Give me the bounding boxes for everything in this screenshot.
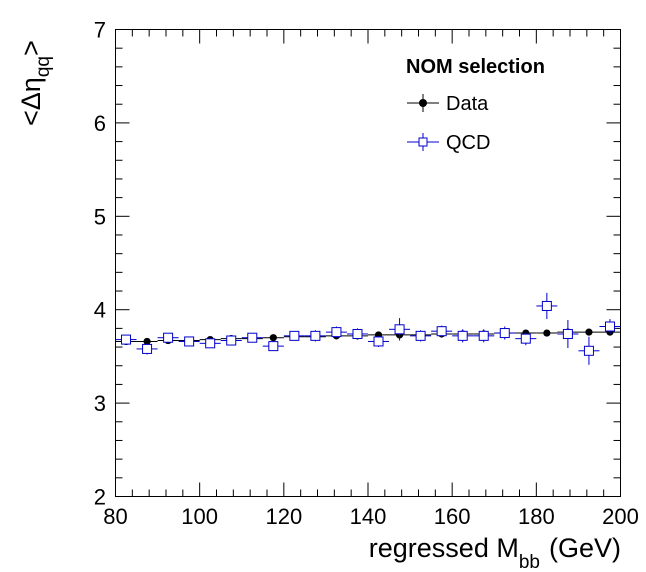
legend: NOM selection Data QCD <box>406 56 545 154</box>
legend-data-label: Data <box>446 93 489 115</box>
series-qcd <box>115 292 621 365</box>
qcd-marker <box>184 336 195 347</box>
data-point <box>262 334 284 342</box>
series-layer <box>115 292 621 365</box>
qcd-point <box>199 338 221 349</box>
qcd-point <box>346 328 368 340</box>
qcd-point <box>368 335 390 348</box>
qcd-point <box>431 325 453 337</box>
y-tick-labels: 2 3 4 5 6 7 <box>94 18 106 510</box>
y-axis-label-close: > <box>16 40 46 56</box>
qcd-marker <box>205 338 216 349</box>
qcd-marker <box>394 324 405 335</box>
x-tick-label-140: 140 <box>350 504 387 529</box>
legend-qcd-marker <box>418 137 428 147</box>
qcd-marker <box>289 330 300 341</box>
qcd-marker <box>247 332 258 343</box>
qcd-point <box>389 318 411 341</box>
x-tick-label-200: 200 <box>602 504 639 529</box>
y-tick-label-2: 2 <box>94 485 106 510</box>
y-tick-label-3: 3 <box>94 391 106 416</box>
qcd-point <box>115 334 137 345</box>
legend-entry-qcd: QCD <box>407 132 490 154</box>
qcd-marker <box>415 330 426 341</box>
qcd-marker <box>457 330 468 341</box>
x-tick-label-120: 120 <box>265 504 302 529</box>
x-axis-label-sub: bb <box>519 552 540 572</box>
qcd-point <box>515 332 537 346</box>
data-point <box>136 337 158 346</box>
x-axis-label-unit: (GeV) <box>549 533 621 563</box>
axis-ticks <box>115 29 621 497</box>
qcd-point <box>452 329 474 343</box>
data-marker <box>269 334 277 342</box>
qcd-point <box>304 330 326 342</box>
qcd-point <box>157 332 179 343</box>
qcd-marker <box>436 326 447 337</box>
y-axis-label-sub: qq <box>33 56 54 77</box>
qcd-marker <box>520 333 531 344</box>
x-tick-labels: 80 100 120 140 160 180 200 <box>103 504 639 529</box>
legend-title: NOM selection <box>406 56 545 78</box>
qcd-marker <box>499 328 510 339</box>
qcd-marker <box>373 336 384 347</box>
data-point <box>536 329 558 337</box>
y-tick-label-4: 4 <box>94 298 106 323</box>
qcd-marker <box>604 321 615 332</box>
qcd-marker <box>562 328 573 339</box>
qcd-marker <box>541 300 552 311</box>
x-tick-label-180: 180 <box>518 504 555 529</box>
data-marker <box>543 329 551 337</box>
qcd-marker <box>226 335 237 346</box>
x-axis-label-main: regressed M <box>369 533 519 563</box>
qcd-point <box>283 330 305 341</box>
legend-entry-data: Data <box>407 93 489 115</box>
plot-frame <box>115 29 621 497</box>
x-tick-label-100: 100 <box>181 504 218 529</box>
y-tick-label-7: 7 <box>94 18 106 43</box>
qcd-marker <box>121 334 132 345</box>
qcd-point <box>325 326 347 338</box>
qcd-point <box>557 319 579 348</box>
data-point <box>578 328 600 336</box>
qcd-point <box>599 319 621 334</box>
qcd-marker <box>310 330 321 341</box>
qcd-point <box>178 336 200 347</box>
qcd-point <box>136 343 158 355</box>
legend-data-marker <box>419 99 427 107</box>
y-axis-label: <Δηqq> <box>16 40 54 126</box>
data-marker <box>143 337 151 346</box>
qcd-marker <box>142 343 153 354</box>
y-tick-label-6: 6 <box>94 111 106 136</box>
legend-qcd-label: QCD <box>446 132 490 154</box>
qcd-marker <box>163 332 174 343</box>
qcd-marker <box>583 345 594 356</box>
qcd-point <box>262 341 284 352</box>
qcd-point <box>220 335 242 346</box>
x-axis-label: regressed Mbb (GeV) <box>369 533 621 572</box>
x-tick-label-160: 160 <box>434 504 471 529</box>
x-tick-label-80: 80 <box>103 504 127 529</box>
qcd-point <box>536 292 558 320</box>
qcd-point <box>241 332 263 343</box>
qcd-marker <box>331 327 342 338</box>
qcd-marker <box>478 330 489 341</box>
data-marker <box>585 328 593 336</box>
qcd-point <box>578 336 600 365</box>
qcd-point <box>410 330 432 342</box>
qcd-marker <box>268 341 279 352</box>
qcd-point <box>473 329 495 343</box>
qcd-point <box>494 326 516 340</box>
qcd-marker <box>352 328 363 339</box>
y-axis-label-open: <Δη <box>16 77 46 126</box>
y-tick-label-5: 5 <box>94 204 106 229</box>
